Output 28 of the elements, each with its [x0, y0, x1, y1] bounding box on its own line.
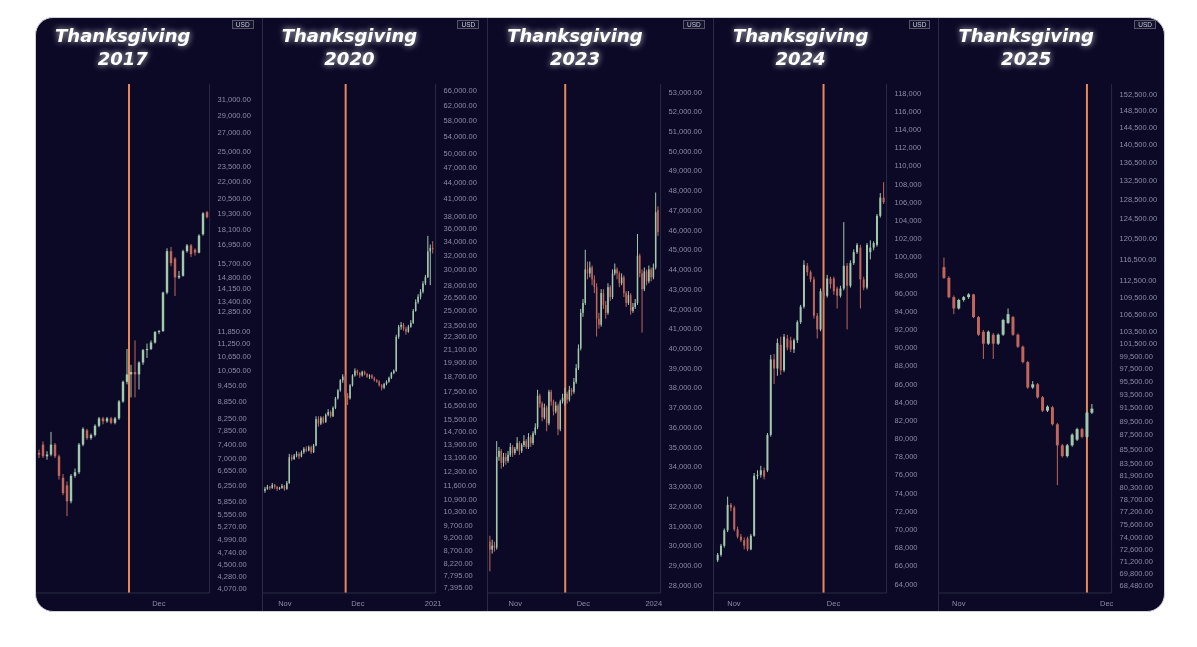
candlestick [977, 315, 981, 337]
candlestick [825, 274, 828, 299]
candlestick [37, 449, 41, 459]
candlestick [972, 293, 976, 319]
candlestick [742, 537, 745, 550]
chart-title: Thanksgiving 2025 [957, 24, 1095, 70]
candlestick [1051, 405, 1055, 427]
chart-title: Thanksgiving 2020 [280, 24, 419, 70]
candlestick [845, 262, 848, 330]
candlestick [657, 205, 659, 237]
candlestick [942, 257, 946, 280]
candlestick [849, 259, 852, 289]
candlestick [952, 294, 956, 315]
candlestick [822, 289, 825, 300]
chart-title: Thanksgiving 2023 [506, 24, 644, 70]
candlestick [733, 505, 736, 532]
candlestick [982, 329, 986, 360]
candlestick [772, 353, 775, 385]
candlestick [992, 332, 996, 360]
candlestick [842, 221, 845, 291]
chart-title: Thanksgiving 2024 [731, 24, 870, 70]
candlestick [632, 302, 634, 314]
candlestick [278, 486, 280, 491]
candlestick [1056, 422, 1060, 486]
candlestick [1090, 403, 1094, 415]
candlestick [157, 329, 161, 335]
chart-title: Thanksgiving 2017 [54, 24, 192, 70]
candlestick [947, 275, 951, 299]
